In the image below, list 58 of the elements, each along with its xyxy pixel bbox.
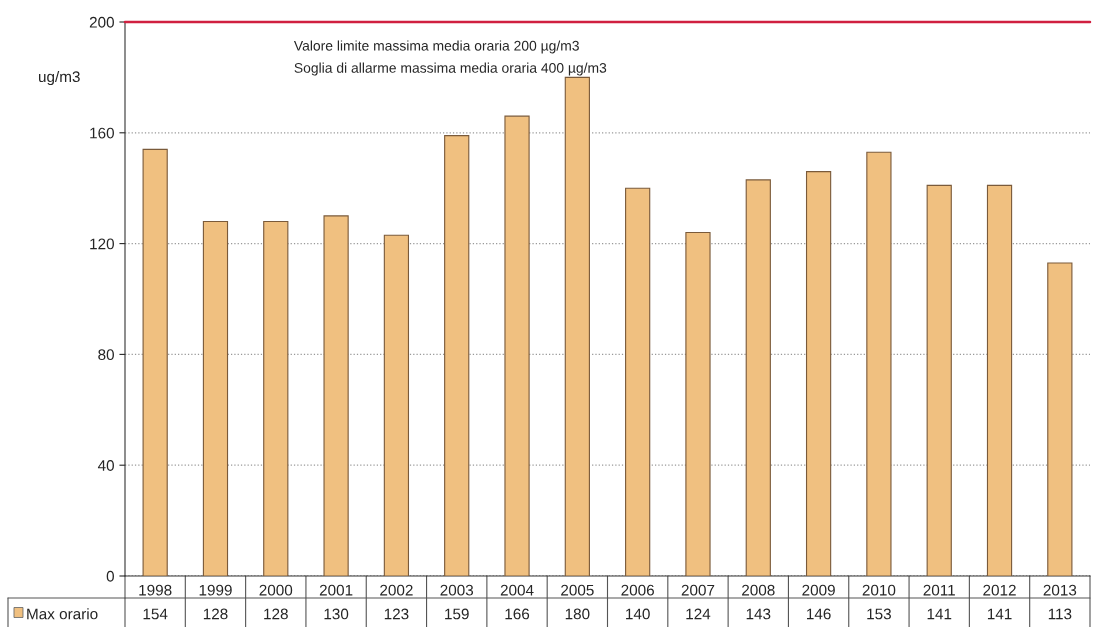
annotation: Soglia di allarme massima media oraria 400 µg/m3 xyxy=(294,62,607,76)
bar xyxy=(383,234,410,576)
y-tick-label: 40 xyxy=(97,460,114,471)
bar xyxy=(1047,262,1073,576)
y-tick-label: 0 xyxy=(106,570,114,582)
x-tick-label: 2005 xyxy=(561,584,594,596)
bar xyxy=(986,184,1013,576)
x-tick-label: 2010 xyxy=(862,584,896,596)
x-tick-label: 2004 xyxy=(500,584,534,596)
bar xyxy=(745,179,771,576)
data-label: 141 xyxy=(927,608,952,620)
y-tick-label: 200 xyxy=(89,16,114,28)
x-tick-label: 2001 xyxy=(319,584,353,596)
x-tick-label: 2003 xyxy=(440,584,474,596)
x-tick-label: 2002 xyxy=(380,584,413,596)
y-axis-title: ug/m3 xyxy=(38,70,80,86)
data-label: 141 xyxy=(987,608,1012,620)
data-label: 123 xyxy=(384,608,409,620)
bar xyxy=(564,76,590,576)
x-tick-label: 2011 xyxy=(923,584,955,596)
x-tick-label: 2009 xyxy=(802,584,835,596)
bar xyxy=(504,115,530,576)
data-label: 180 xyxy=(565,608,590,620)
data-label: 124 xyxy=(686,608,711,620)
bar xyxy=(926,184,952,576)
x-tick-label: 2008 xyxy=(742,584,775,596)
data-label: 130 xyxy=(324,608,349,620)
data-label: 113 xyxy=(1048,608,1072,620)
bar xyxy=(263,220,289,576)
data-label: 143 xyxy=(746,608,771,620)
y-tick-label: 120 xyxy=(90,238,114,250)
bar xyxy=(202,220,229,576)
data-label: 166 xyxy=(505,608,530,620)
y-tick-label: 80 xyxy=(98,349,114,361)
x-tick-label: 1998 xyxy=(139,584,172,596)
bar xyxy=(444,135,470,576)
bar xyxy=(685,231,711,576)
x-tick-label: 2006 xyxy=(621,584,654,596)
data-label: 153 xyxy=(867,608,891,620)
data-label: 128 xyxy=(203,608,228,620)
y-tick-label: 160 xyxy=(90,127,114,139)
x-tick-label: 1999 xyxy=(199,584,232,596)
data-label: 128 xyxy=(264,608,288,620)
x-tick-label: 2007 xyxy=(681,584,715,596)
bar xyxy=(323,215,349,576)
data-label: 159 xyxy=(445,608,469,620)
x-tick-label: 2000 xyxy=(259,584,293,596)
data-label: 146 xyxy=(807,608,831,620)
x-tick-label: 2012 xyxy=(983,584,1016,596)
data-label: 140 xyxy=(626,608,650,620)
bar xyxy=(866,151,892,576)
legend-label: Max orario xyxy=(27,608,98,620)
bar xyxy=(805,171,832,576)
bar xyxy=(625,187,651,576)
bar xyxy=(142,148,168,576)
data-label: 154 xyxy=(143,608,168,620)
annotation: Valore limite massima media oraria 200 µg/m3 xyxy=(293,40,579,54)
x-tick-label: 2013 xyxy=(1043,584,1077,596)
